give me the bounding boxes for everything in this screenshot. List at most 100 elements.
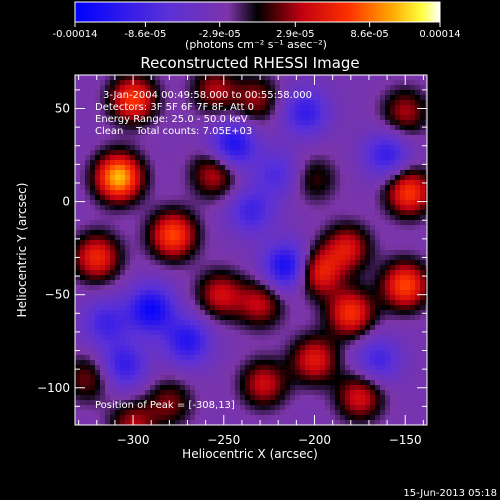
heatmap-cell bbox=[425, 370, 427, 376]
heatmap-cell bbox=[255, 265, 261, 271]
heatmap-cell bbox=[310, 195, 316, 201]
heatmap-cell bbox=[175, 305, 181, 311]
heatmap-cell bbox=[75, 325, 81, 331]
heatmap-cell bbox=[405, 205, 411, 211]
heatmap-cell bbox=[410, 100, 416, 106]
heatmap-cell bbox=[305, 310, 311, 316]
heatmap-cell bbox=[205, 385, 211, 391]
heatmap-cell bbox=[345, 365, 351, 371]
heatmap-cell bbox=[245, 420, 251, 425]
heatmap-cell bbox=[175, 150, 181, 156]
heatmap-cell bbox=[250, 330, 256, 336]
heatmap-cell bbox=[245, 340, 251, 346]
heatmap-cell bbox=[185, 135, 191, 141]
heatmap-cell bbox=[85, 80, 91, 86]
heatmap-cell bbox=[85, 235, 91, 241]
heatmap-cell bbox=[95, 325, 101, 331]
heatmap-cell bbox=[280, 160, 286, 166]
heatmap-cell bbox=[340, 200, 346, 206]
heatmap-cell bbox=[135, 150, 141, 156]
heatmap-cell bbox=[115, 290, 121, 296]
heatmap-cell bbox=[285, 395, 291, 401]
heatmap-cell bbox=[275, 380, 281, 386]
heatmap-cell bbox=[250, 335, 256, 341]
heatmap-cell bbox=[200, 240, 206, 246]
heatmap-cell bbox=[145, 270, 151, 276]
heatmap-cell bbox=[145, 160, 151, 166]
heatmap-cell bbox=[110, 155, 116, 161]
heatmap-cell bbox=[150, 130, 156, 136]
heatmap-cell bbox=[230, 150, 236, 156]
heatmap-cell bbox=[110, 200, 116, 206]
heatmap-cell bbox=[360, 265, 366, 271]
heatmap-cell bbox=[320, 330, 326, 336]
heatmap-cell bbox=[140, 220, 146, 226]
heatmap-cell bbox=[265, 270, 271, 276]
heatmap-cell bbox=[275, 300, 281, 306]
heatmap-cell bbox=[180, 200, 186, 206]
heatmap-cell bbox=[370, 250, 376, 256]
heatmap-cell bbox=[295, 90, 301, 96]
heatmap-cell bbox=[135, 420, 141, 425]
heatmap-cell bbox=[95, 385, 101, 391]
heatmap-cell bbox=[135, 415, 141, 421]
heatmap-cell bbox=[120, 255, 126, 261]
heatmap-cell bbox=[385, 295, 391, 301]
heatmap-cell bbox=[75, 365, 81, 371]
heatmap-cell bbox=[150, 250, 156, 256]
heatmap-cell bbox=[290, 370, 296, 376]
heatmap-cell bbox=[235, 165, 241, 171]
heatmap-cell bbox=[395, 130, 401, 136]
heatmap-cell bbox=[335, 390, 341, 396]
heatmap-cell bbox=[160, 310, 166, 316]
heatmap-cell bbox=[405, 150, 411, 156]
heatmap-cell bbox=[260, 290, 266, 296]
heatmap-cell bbox=[320, 95, 326, 101]
heatmap-cell bbox=[375, 120, 381, 126]
heatmap-cell bbox=[100, 375, 106, 381]
heatmap-cell bbox=[115, 150, 121, 156]
heatmap-cell bbox=[405, 120, 411, 126]
heatmap-cell bbox=[220, 155, 226, 161]
heatmap-cell bbox=[210, 260, 216, 266]
heatmap-cell bbox=[220, 295, 226, 301]
heatmap-cell bbox=[160, 410, 166, 416]
heatmap-cell bbox=[190, 115, 196, 121]
heatmap-cell bbox=[120, 190, 126, 196]
heatmap-cell bbox=[190, 130, 196, 136]
heatmap-cell bbox=[410, 200, 416, 206]
heatmap-cell bbox=[185, 225, 191, 231]
heatmap-cell bbox=[295, 315, 301, 321]
heatmap-cell bbox=[295, 265, 301, 271]
heatmap-cell bbox=[100, 155, 106, 161]
heatmap-cell bbox=[355, 300, 361, 306]
heatmap-cell bbox=[335, 100, 341, 106]
heatmap-cell bbox=[270, 270, 276, 276]
heatmap-cell bbox=[330, 130, 336, 136]
heatmap-cell bbox=[400, 170, 406, 176]
heatmap-cell bbox=[255, 415, 261, 421]
heatmap-cell bbox=[300, 165, 306, 171]
heatmap-cell bbox=[260, 125, 266, 131]
heatmap-cell bbox=[340, 410, 346, 416]
heatmap-cell bbox=[255, 160, 261, 166]
heatmap-cell bbox=[345, 240, 351, 246]
heatmap-cell bbox=[75, 235, 81, 241]
heatmap-cell bbox=[310, 305, 316, 311]
heatmap-cell bbox=[295, 80, 301, 86]
heatmap-cell bbox=[370, 345, 376, 351]
heatmap-cell bbox=[405, 215, 411, 221]
heatmap-cell bbox=[90, 215, 96, 221]
heatmap-cell bbox=[245, 310, 251, 316]
heatmap-cell bbox=[215, 245, 221, 251]
heatmap-cell bbox=[250, 400, 256, 406]
heatmap-cell bbox=[330, 215, 336, 221]
heatmap-cell bbox=[420, 400, 426, 406]
heatmap-cell bbox=[100, 135, 106, 141]
heatmap-cell bbox=[245, 150, 251, 156]
heatmap-cell bbox=[185, 90, 191, 96]
heatmap-cell bbox=[320, 145, 326, 151]
heatmap-cell bbox=[345, 95, 351, 101]
annotation-clean-counts: Clean Total counts: 7.05E+03 bbox=[95, 126, 252, 137]
heatmap-cell bbox=[185, 340, 191, 346]
